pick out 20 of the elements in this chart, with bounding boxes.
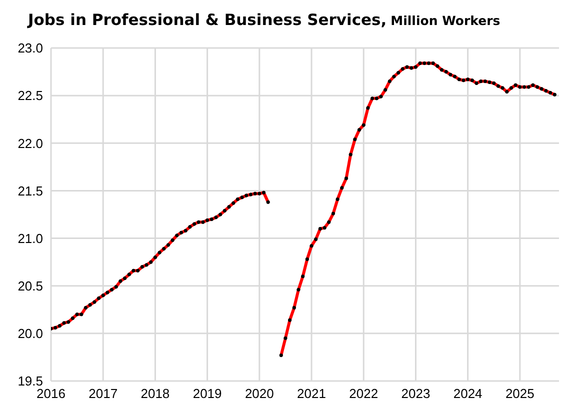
x-tick-label: 2016 [36,386,66,402]
y-tick-label: 19.5 [18,374,43,389]
x-tick-label: 2018 [140,386,170,402]
x-tick-label: 2024 [453,386,482,402]
y-tick-label: 21.5 [18,183,43,198]
x-tick-label: 2021 [297,386,326,402]
y-tick-label: 20.5 [18,278,43,294]
x-tick-label: 2020 [244,386,274,402]
x-tick-label: 2025 [505,386,534,402]
y-tick-label: 23.0 [18,40,43,56]
x-tick-label: 2023 [401,386,430,402]
y-tick-label: 22.5 [18,88,43,104]
x-tick-label: 2019 [192,386,222,402]
y-tick-label: 21.0 [18,230,43,246]
chart-title: Jobs in Professional & Business Services, [28,11,387,29]
y-tick-label: 22.0 [18,136,43,151]
y-tick-label: 20.0 [18,326,43,342]
x-tick-label: 2017 [88,386,118,402]
x-tick-label: 2022 [349,386,378,402]
chart-subtitle: Million Workers [390,13,500,28]
